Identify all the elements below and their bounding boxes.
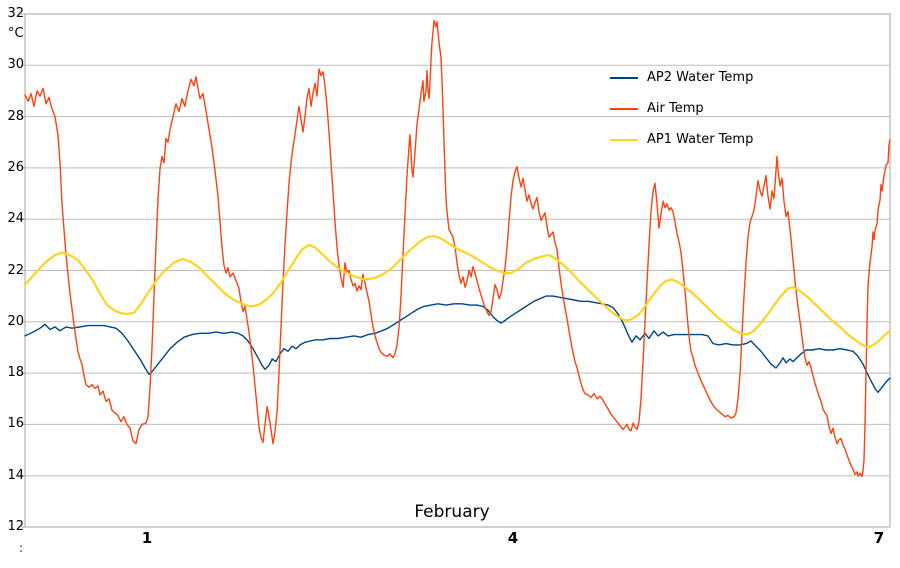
series-line-ap2-water-temp (24, 295, 891, 393)
x-tick-label: 1 (141, 529, 153, 547)
x-axis-title: February (414, 502, 490, 522)
x-tick-label: 7 (873, 529, 885, 547)
legend-label: Air Temp (647, 101, 704, 116)
corner-mark: : (19, 541, 24, 555)
legend-line-swatch-blue (610, 77, 638, 79)
legend-item-ap1-water-temp: AP1 Water Temp (610, 132, 753, 148)
y-tick-label: 20 (7, 313, 24, 329)
x-tick-label: 4 (507, 529, 519, 547)
legend-line-swatch-yellow (610, 139, 638, 141)
y-axis-unit-label: °C (8, 26, 24, 41)
legend-label: AP2 Water Temp (647, 70, 754, 85)
y-tick-label: 12 (7, 519, 24, 534)
y-tick-label: 18 (7, 365, 24, 381)
legend-item-ap2-water-temp: AP2 Water Temp (610, 70, 753, 86)
plot-border (24, 13, 891, 528)
series-line-air-temp (24, 19, 891, 478)
y-tick-label: 24 (7, 211, 24, 227)
series-line-ap1-water-temp (23, 234, 892, 349)
y-tick-label: 14 (7, 467, 24, 483)
legend-item-air-temp: Air Temp (610, 101, 704, 117)
y-tick-label: 26 (7, 159, 24, 175)
y-tick-label: 30 (7, 57, 24, 73)
y-tick-label: 16 (7, 416, 24, 432)
y-tick-label: 28 (7, 108, 24, 124)
y-tick-label: 32 (7, 6, 24, 21)
y-tick-label: 22 (7, 262, 24, 278)
legend-line-swatch-red (610, 108, 638, 110)
legend-label: AP1 Water Temp (647, 132, 754, 147)
